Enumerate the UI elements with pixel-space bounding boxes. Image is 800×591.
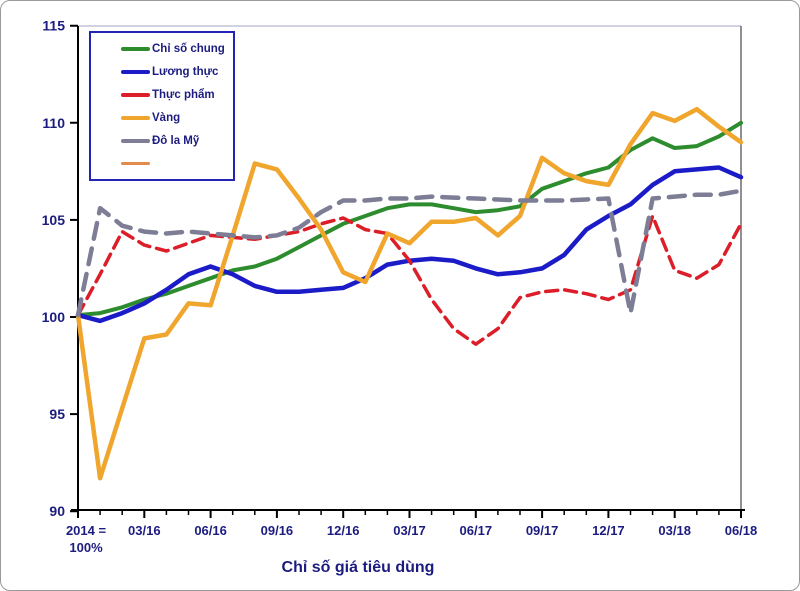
legend-swatch-orange [121, 115, 150, 120]
legend-item-unlabeled [91, 154, 233, 174]
y-axis-tick-label: 95 [49, 406, 65, 422]
y-axis-tick-label: 115 [42, 18, 65, 34]
legend-swatch-gray [121, 138, 150, 143]
x-axis-tick-label: 06/17 [460, 523, 493, 538]
x-axis-tick-label: 03/17 [393, 523, 426, 538]
legend-swatch-red [121, 92, 150, 97]
legend-item-thuc-pham: Thực phẩm [91, 85, 233, 105]
y-axis-ticks: 90 95 100 105 110 115 [42, 18, 78, 519]
x-axis-tick-label: 09/16 [261, 523, 294, 538]
series-line-Chỉ số chung [76, 120, 743, 318]
y-axis-tick-label: 100 [42, 309, 66, 325]
series-line-Đô la Mỹ [75, 188, 744, 318]
legend-swatch-blue [121, 69, 150, 74]
legend-label: Đô la Mỹ [152, 134, 200, 147]
legend-item-chi-so-chung: Chỉ số chung [91, 39, 233, 59]
x-axis-labels: 2014 = 100% 03/16 06/16 09/16 12/16 03/17 06/17… [66, 523, 757, 555]
x-axis-tick-label: 12/17 [592, 523, 625, 538]
y-axis-tick-label: 105 [42, 212, 66, 228]
chart-title: Chỉ số giá tiêu dùng [282, 559, 435, 576]
x-axis-tick-label: 03/18 [658, 523, 691, 538]
legend-item-luong-thuc: Lương thực [91, 62, 233, 82]
legend-label: Vàng [152, 111, 181, 124]
x-axis-tick-label: 06/16 [194, 523, 227, 538]
x-axis-origin-label: 2014 = 100% [66, 523, 107, 555]
legend-item-do-la-my: Đô la Mỹ [91, 131, 233, 151]
y-axis-tick-label: 90 [49, 503, 65, 519]
series-line-Thực phẩm [76, 214, 743, 346]
legend-swatch-green [121, 46, 150, 51]
x-axis-tick-label: 03/16 [128, 523, 161, 538]
x-axis-tick-label: 12/16 [327, 523, 360, 538]
y-axis-tick-label: 110 [42, 115, 65, 131]
x-axis-tick-label: 09/17 [526, 523, 559, 538]
legend-swatch-light-orange [121, 162, 150, 165]
legend-label: Lương thực [152, 65, 219, 78]
legend-label: Thực phẩm [152, 88, 215, 101]
series-line-Vàng [75, 106, 744, 481]
legend-item-vang: Vàng [91, 108, 233, 128]
x-axis-ticks [77, 510, 742, 518]
legend-label: Chỉ số chung [152, 42, 225, 55]
legend-box: Chỉ số chung Lương thực Thực phẩm Vàng Đ… [89, 31, 235, 181]
x-axis-tick-label: 06/18 [725, 523, 758, 538]
series-lines [75, 106, 744, 481]
